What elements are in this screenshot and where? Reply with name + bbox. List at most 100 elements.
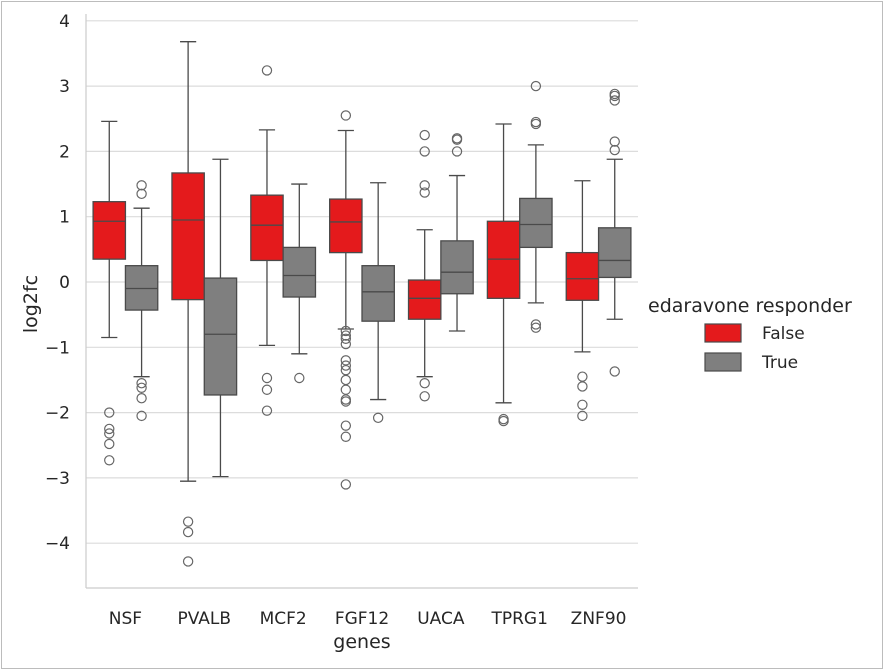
box-body	[519, 197, 553, 249]
outlier-point	[104, 428, 115, 439]
box-znf90-true	[597, 88, 632, 377]
outlier-point	[577, 410, 588, 422]
box-body	[124, 265, 159, 311]
outlier-point	[530, 80, 542, 92]
y-tick-label: 2	[59, 142, 70, 162]
box-fgf12-false	[329, 110, 363, 490]
box-tprg1-true	[519, 80, 553, 333]
outlier-point	[182, 556, 194, 567]
outlier-point	[530, 319, 542, 330]
y-tick-label: −2	[45, 404, 70, 424]
x-tick-label: UACA	[417, 609, 465, 629]
box-body	[203, 277, 238, 396]
box-body	[282, 246, 317, 298]
outlier-point	[609, 95, 620, 106]
outlier-point	[530, 118, 542, 130]
outlier-point	[136, 410, 147, 422]
outlier-point	[609, 90, 620, 102]
outlier-point	[372, 412, 384, 424]
box-uaca-true	[440, 133, 474, 332]
outlier-point	[340, 338, 352, 350]
outlier-point	[340, 396, 352, 407]
outlier-point	[340, 325, 352, 337]
box-fgf12-true	[361, 182, 395, 424]
x-tick-label: FGF12	[335, 609, 389, 629]
y-tick-label: 1	[59, 208, 70, 228]
outlier-point	[577, 399, 588, 410]
x-axis-label: genes	[333, 631, 390, 653]
box-pvalb-true	[203, 158, 238, 478]
outlier-point	[340, 420, 352, 431]
box-nsf-false	[92, 120, 127, 466]
x-tick-label: TPRG1	[490, 609, 547, 629]
outlier-point	[261, 372, 273, 384]
outlier-point	[136, 393, 147, 404]
outlier-point	[261, 405, 273, 416]
outlier-point	[419, 378, 430, 389]
outlier-point	[340, 360, 352, 371]
box-mcf2-true	[282, 183, 317, 384]
y-tick-label: −4	[45, 534, 70, 554]
box-body	[486, 220, 521, 299]
legend: edaravone responder False True	[648, 295, 852, 373]
outlier-point	[136, 378, 147, 389]
y-tick-label: −1	[45, 338, 70, 358]
outlier-point	[498, 415, 509, 427]
outlier-point	[136, 180, 147, 191]
plot-marks	[92, 41, 632, 567]
x-tick-label: NSF	[109, 609, 142, 629]
x-tick-label: ZNF90	[571, 609, 627, 629]
axes: 4 3 2 1 0 −1 −2 −3 −4 NSF PVALB MCF2 FGF12 UACA TPRG1 Z…	[45, 12, 638, 629]
box-body	[250, 194, 284, 262]
outlier-point	[609, 144, 620, 156]
box-body	[92, 201, 127, 260]
y-tick-label: 0	[59, 273, 70, 293]
outlier-point	[104, 438, 115, 450]
outlier-point	[340, 355, 352, 366]
outlier-point	[609, 366, 620, 377]
outlier-point	[577, 371, 588, 382]
outlier-point	[340, 374, 352, 386]
legend-swatch-false	[704, 323, 742, 343]
x-tick-label: PVALB	[178, 609, 232, 629]
outlier-point	[419, 146, 430, 157]
box-body	[361, 265, 395, 322]
y-axis-label: log2fc	[20, 275, 42, 333]
outlier-point	[340, 330, 352, 341]
outlier-point	[261, 65, 273, 76]
outlier-point	[294, 372, 305, 384]
outlier-point	[340, 333, 352, 345]
legend-label-true: True	[761, 353, 798, 373]
outlier-point	[577, 381, 588, 392]
box-body	[440, 240, 474, 295]
outlier-point	[609, 136, 620, 147]
outlier-point	[419, 129, 430, 141]
outlier-point	[340, 479, 352, 490]
outlier-point	[136, 382, 147, 393]
box-body	[171, 172, 205, 301]
outlier-point	[530, 322, 542, 333]
outlier-point	[104, 455, 115, 466]
box-uaca-false	[407, 129, 442, 402]
box-pvalb-false	[171, 41, 205, 567]
y-tick-label: −3	[45, 469, 70, 489]
outlier-point	[104, 407, 115, 418]
legend-title: edaravone responder	[648, 295, 852, 317]
outlier-point	[261, 384, 273, 395]
outlier-point	[451, 146, 463, 157]
outlier-point	[136, 188, 147, 200]
y-tick-label: 3	[59, 77, 70, 97]
outlier-point	[451, 133, 463, 144]
outlier-point	[340, 384, 352, 395]
outlier-point	[419, 180, 430, 191]
box-mcf2-false	[250, 65, 284, 416]
y-tick-label: 4	[59, 12, 70, 32]
x-tick-label: MCF2	[260, 609, 307, 629]
box-znf90-false	[565, 180, 600, 422]
box-nsf-true	[124, 180, 159, 422]
box-body	[597, 227, 632, 279]
outlier-point	[340, 431, 352, 442]
box-tprg1-false	[486, 123, 521, 427]
